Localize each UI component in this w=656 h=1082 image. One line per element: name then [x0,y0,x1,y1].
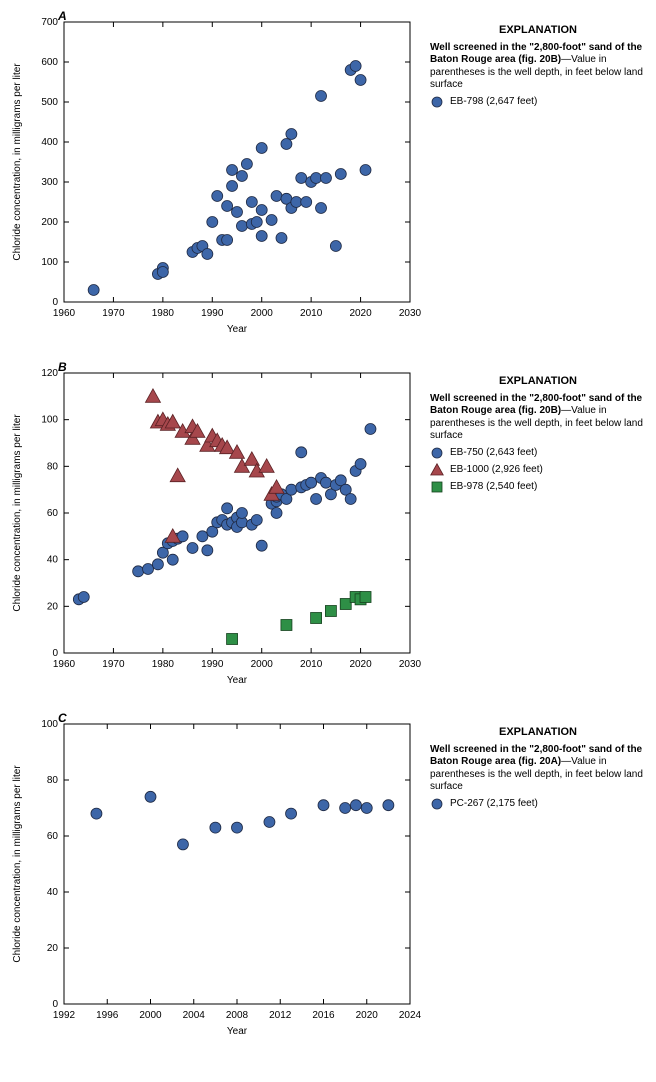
y-tick-label: 40 [47,555,59,566]
x-tick-label: 2010 [300,308,323,319]
legend-swatch-triangle-icon [430,463,444,477]
y-tick-label: 40 [47,887,59,898]
legend-heading: Well screened in the "2,800-foot" sand o… [430,42,646,92]
legend-A: EXPLANATION Well screened in the "2,800-f… [430,8,656,109]
x-tick-label: 2008 [226,1010,249,1021]
panel-C: C 1992 1996 2000 2004 2008 2012 2016 2020 2024 0 20… [0,710,656,1055]
y-tick-label: 700 [41,17,58,28]
series-PC-267 [91,791,394,850]
y-tick-label: 100 [41,415,58,426]
y-tick-label: 600 [41,57,58,68]
x-tick-label: 2004 [183,1010,206,1021]
y-tick-label: 500 [41,97,58,108]
legend-item-label: EB-1000 (2,926 feet) [450,464,543,477]
y-tick-label: 300 [41,177,58,188]
y-axis-label: Chloride concentration, in milligrams pe… [12,414,23,612]
y-tick-label: 100 [41,719,58,730]
x-tick-label: 1990 [201,308,224,319]
x-tick-label: 1980 [152,308,175,319]
y-tick-label: 200 [41,217,58,228]
legend-title: EXPLANATION [430,726,646,740]
series-EB-978 [227,592,371,645]
panel-A: A 1960 1970 1980 1990 2000 2010 2020 2030 0 100 200… [0,8,656,353]
x-tick-label: 1990 [201,659,224,670]
legend-B: EXPLANATION Well screened in the "2,800-f… [430,359,656,494]
x-tick-label: 1980 [152,659,175,670]
legend-item: PC-267 (2,175 feet) [430,797,646,811]
x-axis-label: Year [227,324,248,335]
panel-label: A [57,9,67,23]
x-tick-label: 2030 [399,308,422,319]
x-tick-label: 2020 [349,659,372,670]
x-tick-label: 1992 [53,1010,76,1021]
legend-heading: Well screened in the "2,800-foot" sand o… [430,744,646,794]
x-tick-label: 1960 [53,308,76,319]
legend-item: EB-978 (2,540 feet) [430,480,646,494]
legend-item-label: EB-978 (2,540 feet) [450,481,537,494]
legend-title: EXPLANATION [430,24,646,38]
y-tick-label: 100 [41,257,58,268]
page: A196019701980199020002010202020300100200… [0,0,656,1081]
series-EB-798 [88,61,371,296]
legend-item: EB-798 (2,647 feet) [430,95,646,109]
x-tick-label: 2020 [349,308,372,319]
legend-title: EXPLANATION [430,375,646,389]
plot-border [64,724,410,1004]
y-tick-label: 20 [47,601,59,612]
legend-swatch-circle-icon [430,797,444,811]
y-tick-label: 0 [52,297,58,308]
y-axis-label: Chloride concentration, in milligrams pe… [12,63,23,261]
y-tick-label: 0 [52,648,58,659]
y-tick-label: 60 [47,508,59,519]
y-tick-label: 80 [47,461,59,472]
y-axis-label: Chloride concentration, in milligrams pe… [12,765,23,963]
x-tick-label: 1996 [96,1010,119,1021]
panel-B: B 1960 1970 1980 1990 2000 2010 2020 2030 0 20 40 60… [0,359,656,704]
x-tick-label: 2000 [251,308,274,319]
legend-item: EB-1000 (2,926 feet) [430,463,646,477]
chart-B: B 1960 1970 1980 1990 2000 2010 2020 2030 0 20 40 60… [0,359,430,704]
x-tick-label: 2012 [269,1010,292,1021]
panel-label: C [58,711,67,725]
x-axis-label: Year [227,675,248,686]
x-tick-label: 1970 [102,308,125,319]
x-tick-label: 2000 [139,1010,162,1021]
legend-item-label: PC-267 (2,175 feet) [450,798,538,811]
legend-swatch-circle-icon [430,95,444,109]
x-tick-label: 2020 [356,1010,379,1021]
y-tick-label: 400 [41,137,58,148]
chart-A: A 1960 1970 1980 1990 2000 2010 2020 2030 0 100 200… [0,8,430,353]
legend-item: EB-750 (2,643 feet) [430,446,646,460]
y-tick-label: 20 [47,943,59,954]
y-tick-label: 0 [52,999,58,1010]
x-tick-label: 2010 [300,659,323,670]
x-tick-label: 1970 [102,659,125,670]
legend-item-label: EB-750 (2,643 feet) [450,447,537,460]
y-tick-label: 80 [47,775,59,786]
x-tick-label: 1960 [53,659,76,670]
legend-item-label: EB-798 (2,647 feet) [450,96,537,109]
x-tick-label: 2030 [399,659,422,670]
x-tick-label: 2016 [312,1010,335,1021]
chart-C: C 1992 1996 2000 2004 2008 2012 2016 2020 2024 0 20… [0,710,430,1055]
legend-C: EXPLANATION Well screened in the "2,800-f… [430,710,656,811]
legend-swatch-square-icon [430,480,444,494]
x-tick-label: 2000 [251,659,274,670]
x-axis-label: Year [227,1026,248,1037]
legend-swatch-circle-icon [430,446,444,460]
y-tick-label: 60 [47,831,59,842]
legend-heading: Well screened in the "2,800-foot" sand o… [430,393,646,443]
x-tick-label: 2024 [399,1010,422,1021]
panel-label: B [58,360,67,374]
y-tick-label: 120 [41,368,58,379]
